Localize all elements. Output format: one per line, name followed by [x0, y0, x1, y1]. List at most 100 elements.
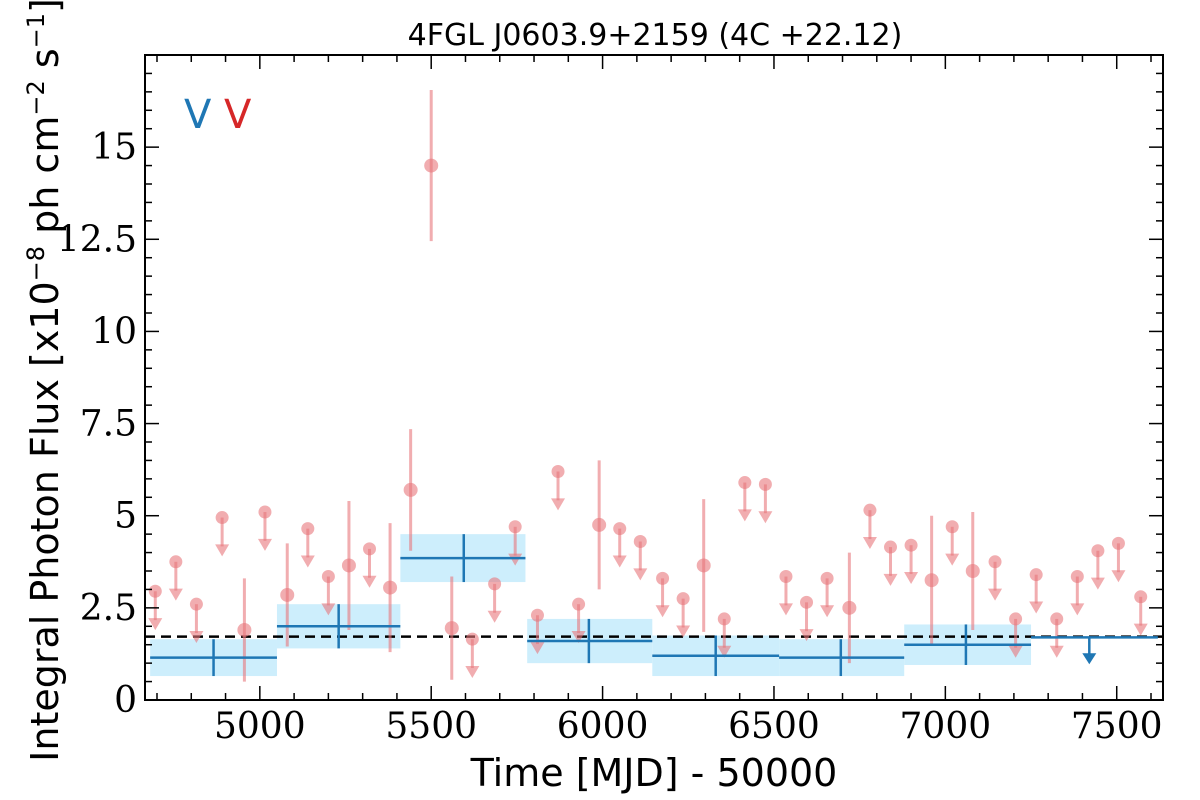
upper-limit-arrow: [820, 605, 835, 618]
y-tick-label: 5: [114, 496, 137, 537]
upper-limit-marker: [904, 538, 918, 552]
upper-limit-marker: [1070, 570, 1084, 584]
upper-limit-arrow: [189, 631, 204, 644]
upper-limit-arrow: [778, 603, 793, 616]
upper-limit-arrow: [676, 625, 691, 638]
upper-limit-arrow: [717, 645, 732, 658]
upper-limit-arrow: [148, 618, 163, 631]
upper-limit-marker: [779, 570, 793, 584]
upper-limit-marker: [633, 535, 647, 549]
y-axis-label-exponent: −8: [22, 246, 50, 281]
data-point: [403, 482, 418, 497]
upper-limit-arrow: [1049, 645, 1064, 658]
data-point: [341, 558, 356, 573]
upper-limit-marker: [488, 577, 502, 591]
y-axis-label-text: ]: [23, 0, 67, 13]
upper-limit-marker: [1091, 544, 1105, 558]
upper-limit-marker: [530, 608, 544, 622]
upper-limit-arrow: [321, 603, 336, 616]
upper-limit-marker: [988, 555, 1002, 569]
upper-limit-marker: [189, 597, 203, 611]
x-tick-label: 7000: [900, 706, 992, 747]
x-axis-label: Time [MJD] - 50000: [470, 751, 838, 795]
data-point: [965, 564, 980, 578]
upper-limit-arrow: [1008, 645, 1023, 658]
upper-limit-marker: [945, 520, 959, 534]
upper-limit-arrow: [1133, 623, 1148, 636]
upper-limit-marker: [1134, 590, 1148, 604]
upper-limit-arrow: [257, 538, 272, 551]
legend-label: V: [184, 92, 212, 138]
x-tick-label: 6500: [728, 706, 820, 747]
data-point: [842, 600, 857, 615]
upper-limit-arrow: [1070, 603, 1085, 616]
y-tick-label: 7.5: [80, 404, 137, 445]
upper-limit-marker: [1111, 536, 1125, 550]
data-point: [924, 573, 939, 588]
upper-limit-marker: [863, 503, 877, 517]
y-axis-label-text: Integral Photon Flux [x10: [23, 281, 67, 762]
upper-limit-marker: [215, 511, 229, 525]
upper-limit-marker: [1009, 612, 1023, 626]
upper-limit-arrow: [904, 572, 919, 585]
upper-limit-arrow: [487, 610, 502, 623]
upper-limit-arrow: [655, 605, 670, 618]
fine-bin-points: [148, 90, 1148, 682]
upper-limit-arrow: [530, 642, 545, 655]
data-point: [383, 580, 398, 595]
y-tick-label: 15: [91, 127, 137, 168]
upper-limit-arrow: [1090, 577, 1105, 590]
upper-limit-marker: [508, 520, 522, 534]
upper-limit-arrow: [215, 544, 230, 557]
upper-limit-arrow: [988, 588, 1003, 601]
upper-limit-arrow: [862, 537, 877, 550]
y-tick-label: 2.5: [80, 588, 137, 629]
y-tick-label: 12.5: [57, 219, 137, 260]
y-axis-label-text: ph cm: [23, 116, 67, 246]
data-point: [280, 587, 295, 602]
y-tick-label: 10: [91, 311, 137, 352]
upper-limit-arrow: [883, 573, 898, 586]
upper-limit-marker: [758, 477, 772, 491]
upper-limit-arrow: [168, 588, 183, 601]
coarse-bin-bands: [150, 534, 1032, 677]
upper-limit-arrow: [1111, 570, 1126, 583]
data-point: [592, 517, 607, 532]
data-point: [237, 622, 252, 637]
upper-limit-marker: [1029, 568, 1043, 582]
upper-limit-arrow: [465, 666, 480, 679]
upper-limit-arrow: [551, 498, 566, 511]
y-axis-label-exponent: −1: [22, 13, 50, 48]
upper-limit-marker: [800, 595, 814, 609]
upper-limit-marker: [884, 540, 898, 554]
chart-title: 4FGL J0603.9+2159 (4C +22.12): [408, 18, 903, 53]
upper-limit-marker: [301, 522, 315, 536]
y-axis-label: Integral Photon Flux [x10−8 ph cm−2 s−1]: [22, 0, 67, 762]
data-point: [696, 558, 711, 573]
upper-limit-marker: [258, 505, 272, 519]
x-tick-label: 5000: [214, 706, 306, 747]
upper-limit-arrow: [612, 555, 627, 568]
upper-limit-arrow: [1029, 601, 1044, 614]
upper-limit-marker: [551, 464, 565, 478]
upper-limit-marker: [820, 571, 834, 585]
upper-limit-marker: [738, 476, 752, 490]
upper-limit-marker: [465, 632, 479, 646]
upper-limit-arrow: [571, 631, 586, 644]
coarse-bin-points: [150, 534, 1158, 677]
axis-ticks: 5000 5500 6000 6500 7000 7500 0 2.5 5 7.5 10 12.5 15: [57, 55, 1163, 747]
upper-limit-arrow: [737, 509, 752, 522]
upper-limit-marker: [676, 592, 690, 606]
upper-limit-arrow: [945, 553, 960, 566]
y-tick-label: 0: [114, 680, 137, 721]
upper-limit-marker: [717, 612, 731, 626]
upper-limit-arrow: [362, 575, 377, 588]
upper-limit-marker: [363, 542, 377, 556]
x-tick-label: 5500: [385, 706, 477, 747]
upper-limit-arrow: [508, 553, 523, 566]
upper-limit-marker: [321, 570, 335, 584]
data-point: [444, 621, 459, 636]
upper-limit-marker: [1050, 612, 1064, 626]
